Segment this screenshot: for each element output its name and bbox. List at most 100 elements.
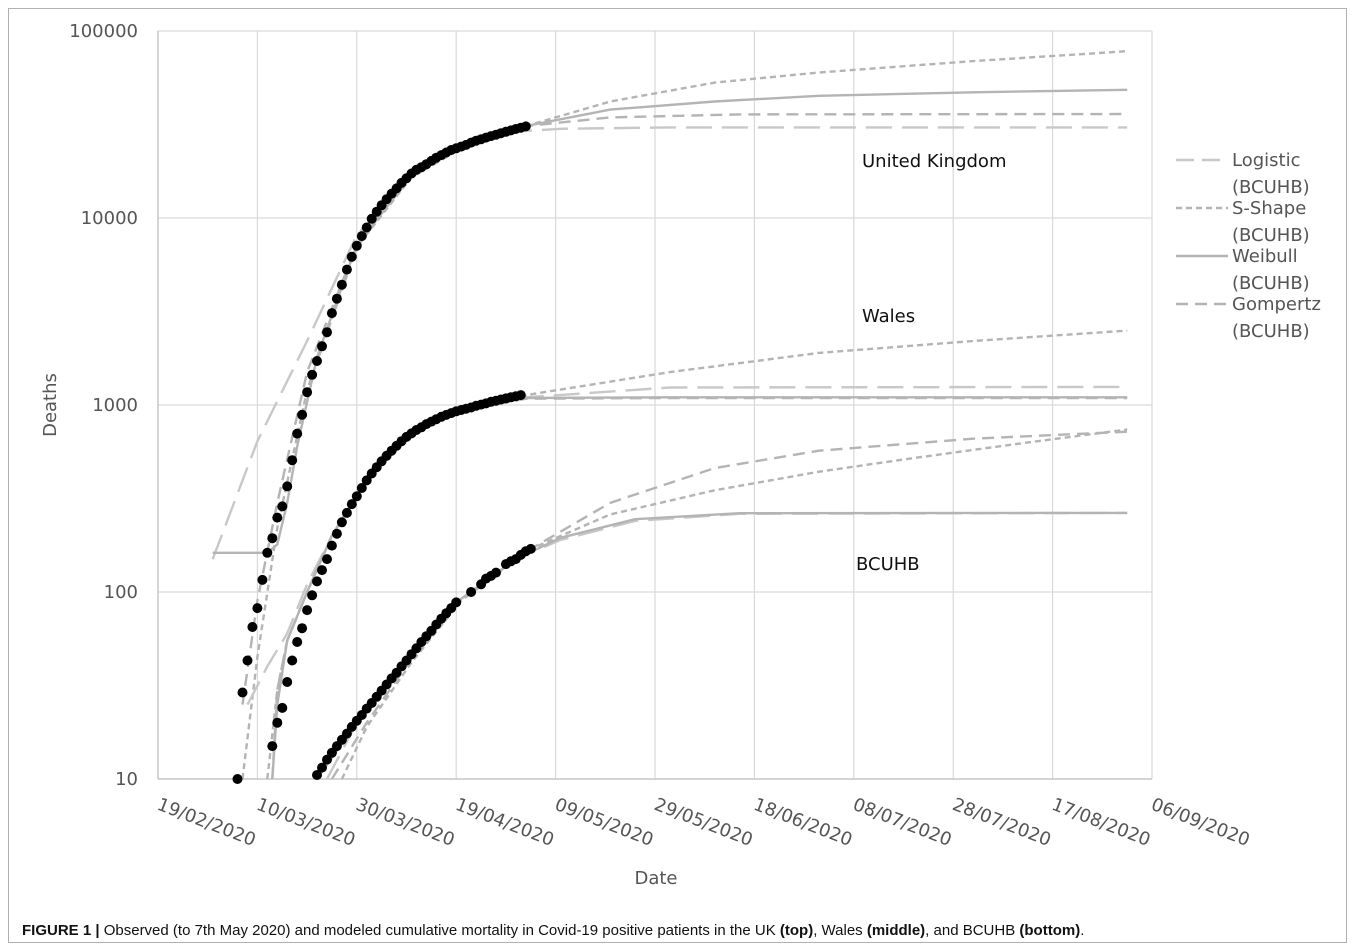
region-label-bcuhb: BCUHB: [856, 554, 920, 575]
legend-label: Logistic: [1232, 150, 1300, 171]
observed-point: [322, 327, 332, 338]
observed-point: [237, 687, 248, 698]
observed-point: [326, 308, 337, 319]
legend-label-sub: (BCUHB): [1232, 177, 1310, 198]
caption-text-2: , Wales: [813, 922, 867, 939]
observed-point: [451, 597, 462, 608]
y-tick-label: 100000: [69, 21, 138, 42]
x-tick-label: 30/03/2020: [353, 794, 457, 851]
observed-point: [297, 623, 308, 634]
caption-text-3: , and BCUHB: [925, 922, 1020, 939]
legend-label: Weibull: [1232, 246, 1298, 267]
observed-point: [356, 483, 367, 493]
observed-point: [361, 475, 372, 486]
x-tick-label: 08/07/2020: [850, 794, 954, 851]
model-curve-gompertz: [271, 396, 1128, 780]
caption-label: FIGURE 1 |: [22, 922, 100, 939]
observed-point: [491, 567, 501, 578]
observed-point: [351, 491, 362, 502]
observed-point: [252, 603, 263, 614]
legend-label: S-Shape: [1232, 198, 1306, 219]
observed-point: [257, 574, 268, 585]
model-curve-weibull: [271, 396, 1128, 780]
x-tick-label: 19/02/2020: [154, 794, 258, 851]
observed-point: [466, 587, 477, 597]
model-curve-gompertz: [241, 112, 1128, 705]
observed-points: [232, 121, 536, 784]
y-tick-label: 10: [115, 769, 138, 790]
y-tick-label: 100: [104, 582, 138, 603]
observed-point: [302, 605, 313, 616]
observed-point: [267, 741, 278, 752]
observed-point: [277, 702, 288, 713]
observed-point: [346, 251, 357, 262]
y-tick-labels: 10 100 1000 10000 100000: [69, 21, 138, 790]
observed-point: [282, 677, 293, 687]
observed-point: [247, 622, 258, 632]
observed-point: [312, 356, 322, 366]
observed-point: [317, 565, 327, 576]
observed-point: [302, 387, 313, 398]
observed-point: [351, 240, 362, 251]
x-tick-label: 10/03/2020: [254, 794, 358, 851]
observed-point: [317, 341, 327, 352]
caption-text-1: Observed (to 7th May 2020) and modeled c…: [99, 922, 780, 939]
legend: Logistic(BCUHB)S-Shape(BCUHB)Weibull(BCU…: [1176, 150, 1321, 342]
region-label-uk: United Kingdom: [862, 151, 1006, 172]
observed-point: [331, 293, 342, 304]
observed-point: [525, 543, 536, 554]
observed-point: [277, 501, 288, 512]
figure-caption: FIGURE 1 | Observed (to 7th May 2020) an…: [22, 922, 1342, 939]
caption-bold-middle: (middle): [866, 922, 926, 939]
legend-label-sub: (BCUHB): [1232, 225, 1310, 246]
x-tick-label: 06/09/2020: [1148, 794, 1252, 851]
model-curve-gompertz: [330, 430, 1128, 780]
model-curve-logistic: [325, 511, 1128, 780]
y-axis-title: Deaths: [40, 373, 61, 437]
observed-point: [287, 455, 298, 466]
observed-point: [361, 222, 372, 233]
x-tick-label: 19/04/2020: [452, 794, 556, 851]
model-curve-logistic: [211, 126, 1128, 560]
observed-point: [341, 507, 352, 518]
observed-point: [292, 637, 303, 647]
observed-point: [282, 481, 293, 492]
observed-point: [326, 540, 337, 551]
x-axis-title: Date: [634, 868, 677, 889]
observed-point: [242, 655, 253, 666]
model-curve-s-shape: [340, 428, 1128, 780]
mortality-chart: 10 100 1000 10000 100000 19/02/202010/03/202…: [40, 21, 1321, 889]
observed-point: [341, 264, 352, 275]
observed-point: [307, 590, 318, 601]
x-tick-label: 29/05/2020: [651, 794, 755, 851]
x-tick-label: 18/06/2020: [751, 794, 855, 851]
observed-point: [366, 213, 377, 224]
observed-point: [336, 279, 347, 290]
observed-point: [356, 231, 367, 242]
observed-point: [307, 369, 318, 380]
x-tick-label: 09/05/2020: [552, 794, 656, 851]
model-curve-logistic: [246, 385, 1128, 706]
observed-point: [336, 517, 347, 528]
y-tick-label: 1000: [92, 395, 138, 416]
observed-point: [272, 717, 283, 728]
observed-point: [297, 409, 308, 420]
caption-text-4: .: [1080, 922, 1085, 939]
observed-point: [317, 762, 327, 773]
legend-label-sub: (BCUHB): [1232, 321, 1310, 342]
legend-label-sub: (BCUHB): [1232, 273, 1310, 294]
observed-point: [267, 533, 278, 544]
y-tick-label: 10000: [81, 208, 138, 229]
x-tick-label: 17/08/2020: [1049, 794, 1153, 851]
model-curve-weibull: [316, 511, 1128, 780]
observed-point: [520, 121, 531, 132]
observed-point: [262, 547, 273, 558]
observed-point: [272, 512, 283, 523]
observed-point: [287, 655, 298, 666]
x-tick-label: 28/07/2020: [949, 794, 1053, 851]
caption-bold-bottom: (bottom): [1019, 922, 1081, 939]
legend-label: Gompertz: [1232, 294, 1321, 315]
grid-lines: [157, 30, 1153, 780]
region-label-wales: Wales: [862, 306, 915, 327]
observed-point: [322, 554, 332, 565]
